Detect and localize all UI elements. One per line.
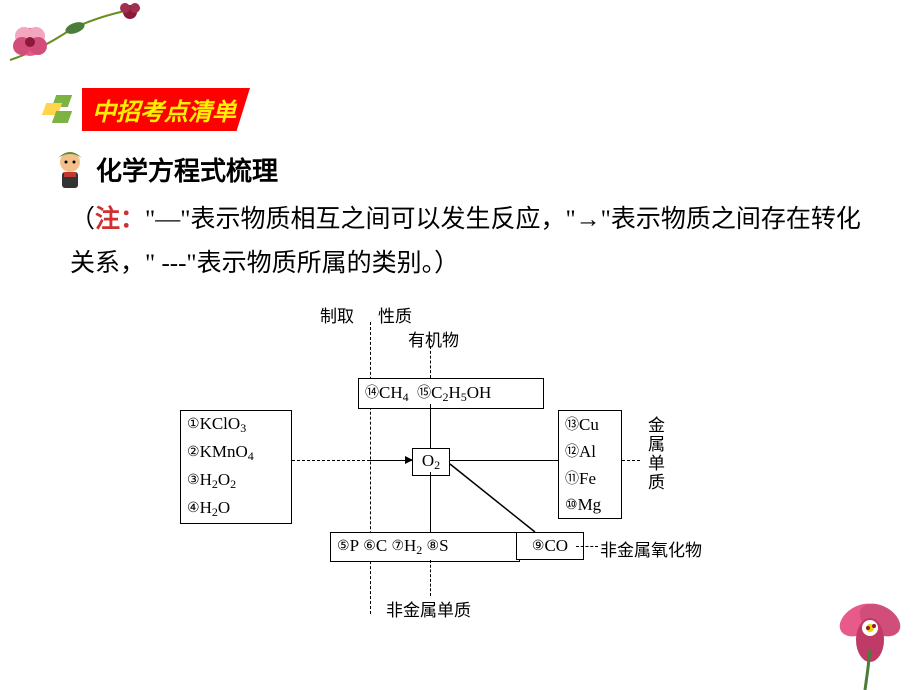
note-em: 注： (95, 206, 145, 233)
left-r3: ③H2O2 (181, 467, 291, 495)
right-r3: ⑪Fe (559, 465, 621, 492)
dash-nonmetal-down (430, 560, 431, 596)
right-r1: ⑬Cu (559, 411, 621, 438)
label-property: 性质 (378, 302, 412, 327)
dash-left (292, 460, 370, 461)
divider-vertical (370, 322, 371, 614)
nonmetal-elem-box: ⑤P ⑥C ⑦H2 ⑧S (330, 532, 520, 562)
note-body: "—"表示物质相互之间可以发生反应，"→"表示物质之间存在转化关系，" ---"… (70, 206, 861, 277)
banner-title: 中招考点清单 (82, 88, 250, 131)
subtitle-text: 化学方程式梳理 (96, 151, 278, 188)
label-preparation: 制取 (320, 302, 354, 327)
dash-organic-up (430, 346, 431, 378)
line-o2-right (450, 460, 558, 461)
right-r4: ⑩Mg (559, 492, 621, 518)
metal-box: ⑬Cu ⑫Al ⑪Fe ⑩Mg (558, 410, 622, 519)
chemistry-diagram: 制取 性质 有机物 ①KClO3 ②KMnO4 ③H2O2 ④H2O O2 ⑭C… (180, 300, 740, 640)
avatar-icon (50, 148, 90, 190)
right-r2: ⑫Al (559, 438, 621, 465)
organic-box: ⑭CH4 ⑮C2H5OH (358, 378, 544, 409)
flower-bottom-right (820, 590, 920, 690)
section-banner: 中招考点清单 (40, 88, 250, 131)
label-nonmetal-elem: 非金属单质 (386, 596, 471, 621)
line-o2-up (430, 404, 431, 448)
line-o2-down (430, 472, 431, 532)
label-nonmetal-oxide: 非金属氧化物 (600, 536, 702, 561)
flower-top-left (0, 0, 160, 80)
label-organic: 有机物 (408, 326, 459, 351)
left-reagent-box: ①KClO3 ②KMnO4 ③H2O2 ④H2O (180, 410, 292, 524)
co-box: ⑨CO (516, 532, 584, 560)
left-r1: ①KClO3 (181, 411, 291, 439)
note-prefix: （ (70, 206, 95, 233)
left-r2: ②KMnO4 (181, 439, 291, 467)
o2-box: O2 (412, 448, 450, 476)
left-r4: ④H2O (181, 495, 291, 523)
label-metal-elem: 金属单质 (642, 416, 667, 492)
cube-icon (40, 95, 80, 125)
dash-metal-right (622, 460, 640, 461)
subtitle-row: 化学方程式梳理 (50, 148, 278, 190)
note-paragraph: （注："—"表示物质相互之间可以发生反应，"→"表示物质之间存在转化关系，" -… (70, 198, 880, 286)
dash-co-right (576, 546, 598, 547)
arrow-to-o2 (370, 460, 412, 461)
